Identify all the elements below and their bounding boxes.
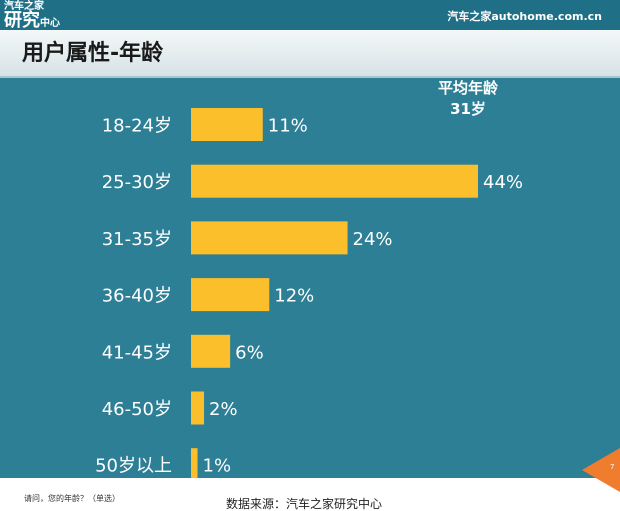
category-label: 50岁以上 [95, 456, 172, 477]
category-label: 36-40岁 [102, 286, 172, 307]
age-bar-chart: 18-24岁 11% 25-30岁 44% 31-35岁 24% 36-40岁 12% 41-4… [95, 108, 523, 478]
average-age-callout: 平均年龄 31岁 [408, 78, 528, 120]
logo-line2: 研究中心 [4, 11, 60, 34]
site-name: 汽车之家autohome.com.cn [447, 10, 602, 23]
bar [191, 391, 205, 425]
category-label: 25-30岁 [102, 172, 172, 193]
value-label: 2% [209, 399, 238, 420]
category-label: 31-35岁 [102, 229, 172, 250]
category-label: 41-45岁 [102, 342, 172, 363]
data-source: 数据来源：汽车之家研究中心 [226, 497, 383, 511]
category-label: 46-50岁 [102, 399, 172, 420]
page-number: 7 [610, 463, 615, 471]
footer: 请问，您的年龄？（单选） 数据来源：汽车之家研究中心 [0, 478, 620, 511]
value-label: 11% [268, 116, 308, 137]
logo-line1: 汽车之家 [4, 1, 44, 12]
bar [191, 448, 198, 478]
logo-small-text: 中心 [40, 18, 60, 29]
top-bar: 汽车之家 研究中心 汽车之家autohome.com.cn [0, 0, 620, 31]
logo-big-text: 研究 [4, 10, 40, 31]
bar [191, 221, 348, 255]
title-band: 用户属性-年龄 [0, 30, 620, 78]
category-label: 18-24岁 [102, 116, 172, 137]
value-label: 6% [235, 342, 264, 363]
value-label: 1% [203, 456, 232, 477]
bar [191, 108, 263, 141]
chart-area: 18-24岁 11% 25-30岁 44% 31-35岁 24% 36-40岁 12% 41-4… [0, 78, 620, 478]
bar [191, 334, 231, 368]
value-label: 12% [274, 286, 314, 307]
page-title: 用户属性-年龄 [22, 41, 164, 66]
survey-question: 请问，您的年龄？（单选） [24, 494, 120, 503]
average-age-label: 平均年龄 [437, 79, 498, 97]
page-number-tab [582, 448, 620, 492]
research-center-logo: 汽车之家 研究中心 [4, 1, 66, 31]
bar [191, 164, 478, 198]
value-label: 24% [353, 229, 393, 250]
bar [191, 278, 270, 312]
value-label: 44% [483, 172, 523, 193]
average-age-value: 31岁 [450, 100, 486, 118]
